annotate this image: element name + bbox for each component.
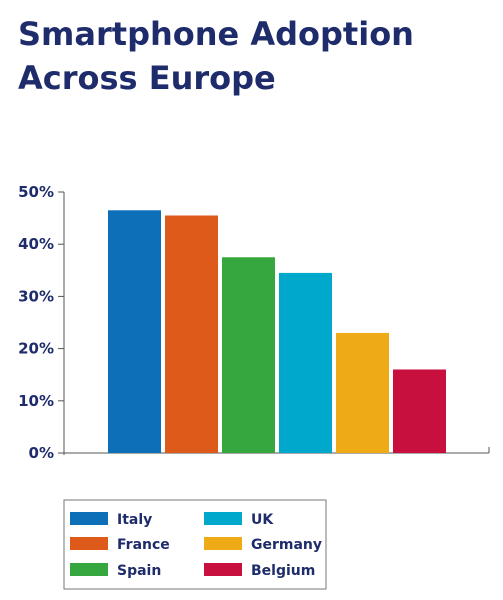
bars	[108, 210, 446, 453]
legend-swatch-belgium	[204, 563, 242, 576]
legend-label-italy: Italy	[117, 512, 152, 528]
bar-belgium	[393, 369, 446, 453]
legend-swatch-france	[70, 537, 108, 550]
legend-label-uk: UK	[251, 512, 274, 528]
legend-label-belgium: Belgium	[251, 563, 315, 579]
y-tick-label: 20%	[18, 340, 54, 358]
legend-label-spain: Spain	[117, 563, 161, 579]
legend-swatch-italy	[70, 512, 108, 525]
legend-label-france: France	[117, 537, 170, 553]
y-tick-label: 10%	[18, 392, 54, 410]
y-tick-label: 40%	[18, 235, 54, 253]
bar-germany	[336, 332, 389, 453]
y-tick-label: 50%	[18, 183, 54, 201]
y-tick-label: 30%	[18, 287, 54, 305]
y-axis: 0% 10% 20% 30% 40% 50%	[18, 183, 490, 462]
legend-swatch-germany	[204, 537, 242, 550]
legend-label-germany: Germany	[251, 537, 322, 553]
bar-spain	[222, 257, 275, 453]
chart-title: Smartphone Adoption Across Europe	[18, 15, 414, 97]
y-tick-label: 0%	[29, 444, 54, 462]
legend: Italy France Spain UK Germany Belgium	[63, 499, 327, 590]
legend-swatch-spain	[70, 563, 108, 576]
bar-uk	[279, 272, 332, 453]
bar-france	[165, 215, 218, 453]
bar-italy	[108, 210, 161, 453]
legend-swatch-uk	[204, 512, 242, 525]
